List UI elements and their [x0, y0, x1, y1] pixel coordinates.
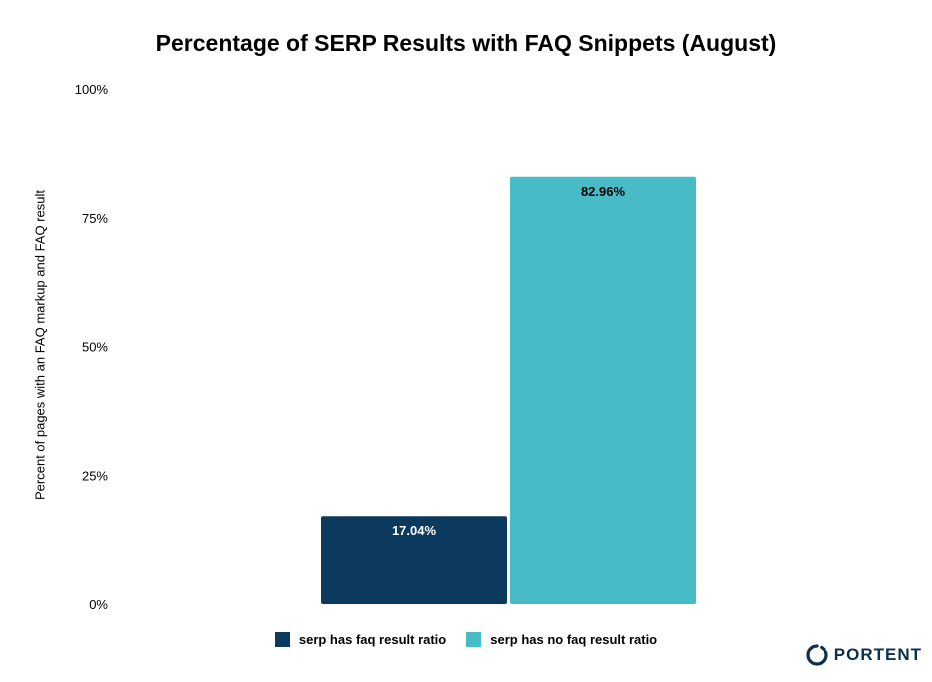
- legend-label-faq: serp has faq result ratio: [298, 632, 447, 647]
- y-tick-label: 0%: [89, 597, 108, 612]
- legend-item-no-faq: serp has no faq result ratio: [466, 632, 657, 647]
- y-tick-label: 75%: [82, 211, 108, 226]
- legend-label-no-faq: serp has no faq result ratio: [490, 632, 658, 647]
- chart-title: Percentage of SERP Results with FAQ Snip…: [155, 30, 777, 56]
- portent-logo-text: PORTENT: [833, 645, 922, 664]
- chart-legend: serp has faq result ratio serp has no fa…: [0, 632, 932, 647]
- portent-logo-icon: [806, 644, 828, 666]
- legend-swatch-no-faq: [466, 632, 482, 647]
- legend-swatch-faq: [274, 632, 290, 647]
- legend-item-faq: serp has faq result ratio: [274, 632, 447, 647]
- bar-value-label: 82.96%: [581, 184, 626, 199]
- y-tick-label: 50%: [82, 340, 108, 355]
- bar-no-faq: [510, 176, 696, 605]
- bar-faq: [321, 516, 507, 604]
- portent-logo: PORTENT: [806, 644, 922, 666]
- y-tick-label: 25%: [82, 468, 108, 483]
- y-tick-label: 100%: [75, 82, 109, 97]
- bar-value-label: 17.04%: [392, 523, 437, 538]
